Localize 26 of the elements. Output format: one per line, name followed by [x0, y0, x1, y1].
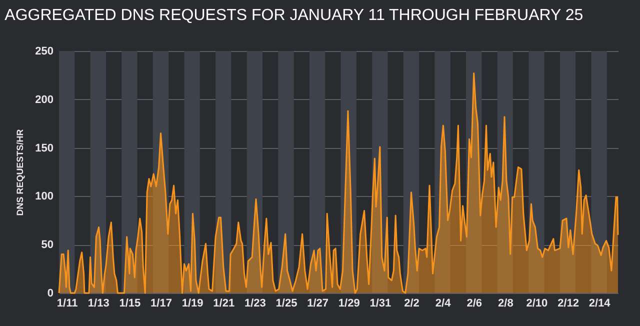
y-tick-label: 100 [35, 190, 54, 203]
y-tick-label: 200 [35, 94, 54, 106]
y-axis-title: DNS REQUESTS/HR [15, 128, 26, 216]
x-tick-label: 2/14 [588, 298, 612, 310]
x-tick-label: 2/4 [435, 298, 452, 310]
x-tick-label: 1/21 [213, 298, 235, 310]
x-tick-label: 1/13 [88, 298, 110, 310]
x-tick-label: 2/8 [498, 298, 514, 310]
x-tick-label: 1/23 [244, 298, 266, 310]
x-tick-label: 1/25 [276, 298, 298, 310]
x-tick-label: 2/6 [466, 298, 482, 310]
x-tick-label: 1/15 [119, 298, 141, 310]
x-tick-label: 1/19 [182, 298, 204, 310]
x-tick-label: 1/31 [370, 298, 392, 310]
x-tick-label: 1/27 [307, 298, 329, 310]
y-tick-label: 250 [35, 46, 54, 58]
x-tick-label: 2/2 [404, 298, 420, 310]
x-tick-label: 2/10 [526, 298, 548, 310]
x-tick-label: 1/17 [150, 298, 172, 310]
chart-title: AGGREGATED DNS REQUESTS FOR JANUARY 11 THROUGH FEBRUARY 25 [4, 7, 584, 24]
x-tick-label: 2/12 [558, 298, 579, 310]
y-tick-label: 150 [35, 142, 54, 154]
y-tick-label: 0 [47, 288, 54, 300]
x-tick-label: 1/11 [56, 298, 78, 310]
y-tick-label: 50 [41, 239, 54, 252]
x-tick-label: 1/29 [338, 298, 360, 310]
